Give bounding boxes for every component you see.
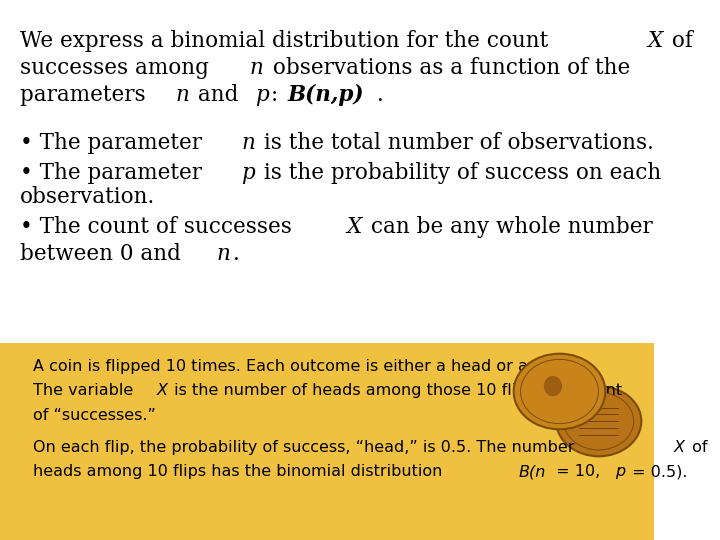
Text: The variable: The variable xyxy=(32,383,138,399)
Text: X: X xyxy=(674,440,685,455)
Text: p: p xyxy=(255,84,269,106)
Text: is the probability of success on each: is the probability of success on each xyxy=(257,162,662,184)
Text: X: X xyxy=(156,383,167,399)
Text: n: n xyxy=(241,132,255,154)
Text: n: n xyxy=(175,84,189,106)
Text: :: : xyxy=(271,84,285,106)
Text: p: p xyxy=(615,464,625,480)
Text: .: . xyxy=(233,243,239,265)
Text: of: of xyxy=(687,440,707,455)
Circle shape xyxy=(521,360,598,423)
Text: of “successes.”: of “successes.” xyxy=(32,408,156,423)
Ellipse shape xyxy=(544,376,562,396)
Text: between 0 and: between 0 and xyxy=(19,243,187,265)
Circle shape xyxy=(513,354,606,429)
FancyBboxPatch shape xyxy=(0,343,654,540)
Text: parameters: parameters xyxy=(19,84,152,106)
Circle shape xyxy=(564,393,634,450)
Text: B(n: B(n xyxy=(519,464,546,480)
Text: heads among 10 flips has the binomial distribution: heads among 10 flips has the binomial di… xyxy=(32,464,447,480)
Text: is the total number of observations.: is the total number of observations. xyxy=(258,132,654,154)
Text: = 10,: = 10, xyxy=(551,464,606,480)
Text: • The parameter: • The parameter xyxy=(19,162,209,184)
Text: B(n,p): B(n,p) xyxy=(287,84,364,106)
Text: can be any whole number: can be any whole number xyxy=(364,216,653,238)
Text: • The count of successes: • The count of successes xyxy=(19,216,298,238)
Text: X: X xyxy=(346,216,361,238)
Text: n: n xyxy=(216,243,230,265)
Text: n: n xyxy=(249,57,264,79)
Text: On each flip, the probability of success, “head,” is 0.5. The number: On each flip, the probability of success… xyxy=(32,440,580,455)
Text: .: . xyxy=(377,84,384,106)
Text: of: of xyxy=(665,30,693,52)
Text: and: and xyxy=(192,84,246,106)
Text: successes among: successes among xyxy=(19,57,215,79)
Text: • The parameter: • The parameter xyxy=(19,132,209,154)
Circle shape xyxy=(557,386,642,456)
Text: We express a binomial distribution for the count: We express a binomial distribution for t… xyxy=(19,30,554,52)
Text: observations as a function of the: observations as a function of the xyxy=(266,57,630,79)
Text: observation.: observation. xyxy=(19,186,155,208)
Text: A coin is flipped 10 times. Each outcome is either a head or a tail.: A coin is flipped 10 times. Each outcome… xyxy=(32,359,563,374)
Text: X: X xyxy=(647,30,662,52)
Text: is the number of heads among those 10 flips, our count: is the number of heads among those 10 fl… xyxy=(169,383,622,399)
Text: = 0.5).: = 0.5). xyxy=(626,464,687,480)
Text: p: p xyxy=(241,162,255,184)
